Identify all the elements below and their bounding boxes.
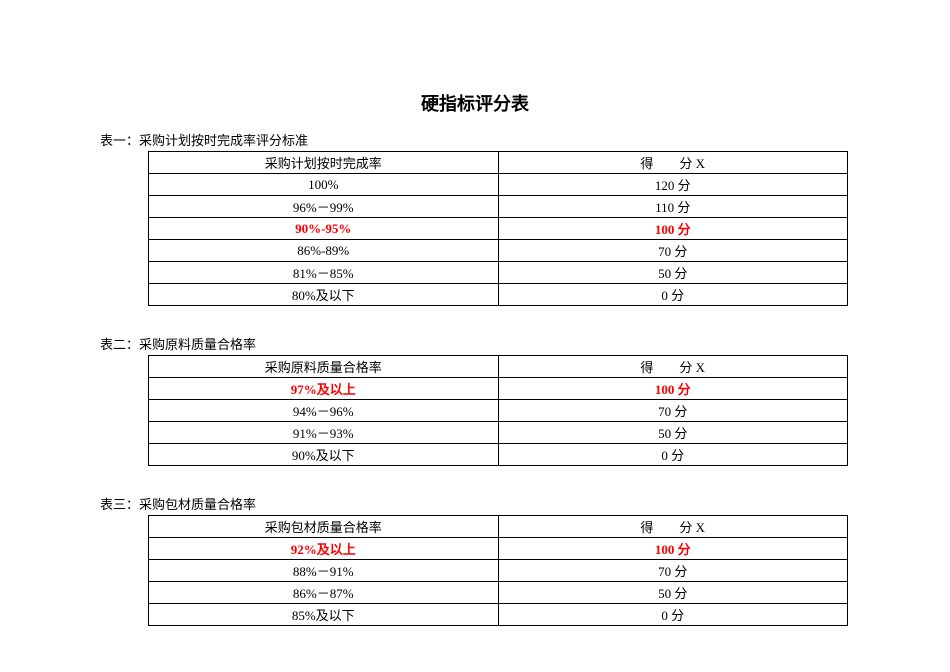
table-row: 90%及以下0 分	[149, 444, 848, 466]
table-row: 86%－87%50 分	[149, 582, 848, 604]
table-header-row: 采购原料质量合格率得 分 X	[149, 356, 848, 378]
cell-score: 70 分	[498, 240, 848, 262]
tables-container: 表一：采购计划按时完成率评分标准采购计划按时完成率得 分 X100%120 分9…	[0, 130, 950, 626]
cell-range: 90%及以下	[149, 444, 499, 466]
table-caption: 表一：采购计划按时完成率评分标准	[100, 130, 950, 149]
cell-score: 50 分	[498, 262, 848, 284]
cell-range: 90%-95%	[149, 218, 499, 240]
table-row: 96%－99%110 分	[149, 196, 848, 218]
cell-range: 96%－99%	[149, 196, 499, 218]
cell-range: 86%-89%	[149, 240, 499, 262]
scoring-table: 采购原料质量合格率得 分 X97%及以上100 分94%－96%70 分91%－…	[148, 355, 848, 466]
table-row: 80%及以下0 分	[149, 284, 848, 306]
cell-score: 100 分	[498, 378, 848, 400]
cell-score: 120 分	[498, 174, 848, 196]
table-row: 86%-89%70 分	[149, 240, 848, 262]
table-row: 91%－93%50 分	[149, 422, 848, 444]
table-header-row: 采购包材质量合格率得 分 X	[149, 516, 848, 538]
table-row: 90%-95%100 分	[149, 218, 848, 240]
cell-score: 110 分	[498, 196, 848, 218]
table-caption: 表三：采购包材质量合格率	[100, 494, 950, 513]
cell-score: 70 分	[498, 400, 848, 422]
cell-score: 0 分	[498, 444, 848, 466]
cell-range: 91%－93%	[149, 422, 499, 444]
table-row: 85%及以下0 分	[149, 604, 848, 626]
header-cell-left: 采购原料质量合格率	[149, 356, 499, 378]
scoring-table: 采购计划按时完成率得 分 X100%120 分96%－99%110 分90%-9…	[148, 151, 848, 306]
page-title: 硬指标评分表	[0, 90, 950, 116]
cell-range: 100%	[149, 174, 499, 196]
cell-score: 100 分	[498, 538, 848, 560]
table-row: 81%－85%50 分	[149, 262, 848, 284]
cell-score: 50 分	[498, 582, 848, 604]
spacer	[0, 324, 950, 334]
cell-score: 100 分	[498, 218, 848, 240]
table-row: 100%120 分	[149, 174, 848, 196]
cell-score: 50 分	[498, 422, 848, 444]
cell-range: 94%－96%	[149, 400, 499, 422]
header-cell-right: 得 分 X	[498, 152, 848, 174]
header-cell-right: 得 分 X	[498, 356, 848, 378]
cell-range: 97%及以上	[149, 378, 499, 400]
cell-range: 80%及以下	[149, 284, 499, 306]
table-row: 94%－96%70 分	[149, 400, 848, 422]
header-cell-left: 采购计划按时完成率	[149, 152, 499, 174]
cell-range: 86%－87%	[149, 582, 499, 604]
scoring-table: 采购包材质量合格率得 分 X92%及以上100 分88%－91%70 分86%－…	[148, 515, 848, 626]
table-row: 92%及以上100 分	[149, 538, 848, 560]
table-header-row: 采购计划按时完成率得 分 X	[149, 152, 848, 174]
cell-score: 0 分	[498, 604, 848, 626]
table-caption: 表二：采购原料质量合格率	[100, 334, 950, 353]
cell-range: 81%－85%	[149, 262, 499, 284]
table-row: 97%及以上100 分	[149, 378, 848, 400]
cell-range: 92%及以上	[149, 538, 499, 560]
table-row: 88%－91%70 分	[149, 560, 848, 582]
cell-range: 88%－91%	[149, 560, 499, 582]
cell-score: 70 分	[498, 560, 848, 582]
header-cell-right: 得 分 X	[498, 516, 848, 538]
cell-score: 0 分	[498, 284, 848, 306]
spacer	[0, 484, 950, 494]
header-cell-left: 采购包材质量合格率	[149, 516, 499, 538]
cell-range: 85%及以下	[149, 604, 499, 626]
